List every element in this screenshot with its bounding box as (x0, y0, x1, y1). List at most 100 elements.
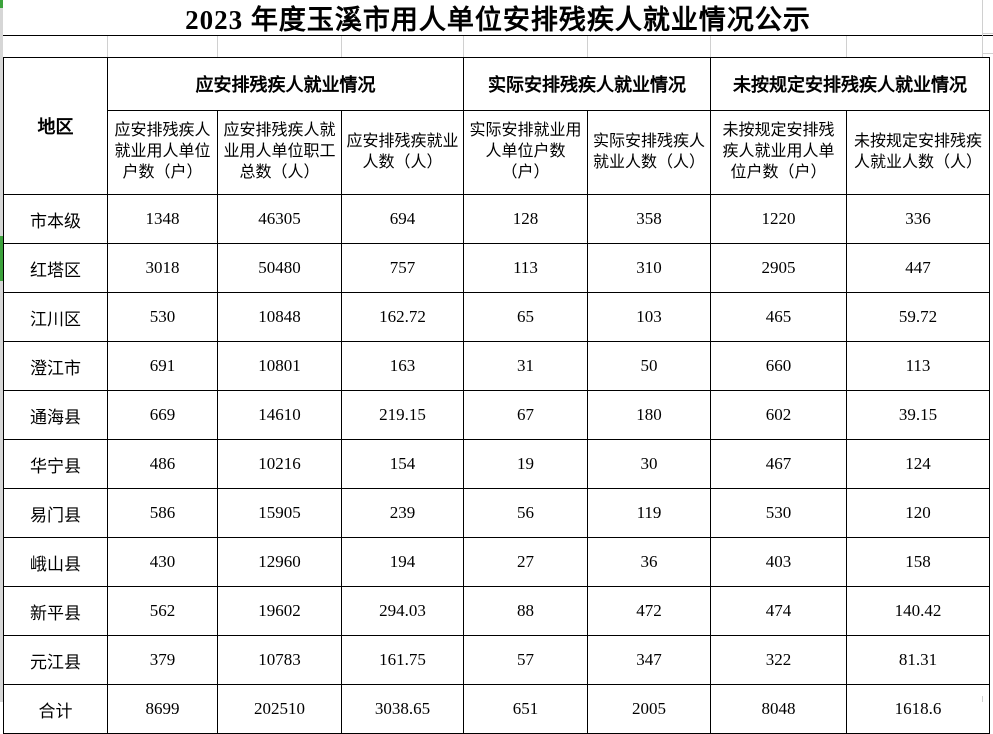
value-cell[interactable]: 530 (107, 292, 218, 342)
region-cell[interactable]: 江川区 (3, 292, 108, 342)
region-cell[interactable]: 元江县 (3, 635, 108, 685)
value-cell[interactable]: 14610 (217, 390, 342, 440)
value-cell[interactable]: 56 (463, 488, 588, 538)
region-cell[interactable]: 华宁县 (3, 439, 108, 489)
region-cell[interactable]: 峨山县 (3, 537, 108, 587)
value-cell[interactable]: 46305 (217, 194, 342, 244)
table-row: 元江县 379 10783 161.75 57 347 322 81.31 (3, 635, 990, 685)
group-header-actual[interactable]: 实际安排残疾人就业情况 (463, 57, 711, 111)
value-cell[interactable]: 140.42 (846, 586, 990, 636)
value-cell[interactable]: 19602 (217, 586, 342, 636)
value-cell[interactable]: 430 (107, 537, 218, 587)
value-cell[interactable]: 8048 (710, 684, 847, 734)
value-cell[interactable]: 403 (710, 537, 847, 587)
value-cell[interactable]: 3018 (107, 243, 218, 293)
value-cell[interactable]: 530 (710, 488, 847, 538)
value-cell[interactable]: 757 (341, 243, 464, 293)
value-cell[interactable]: 119 (587, 488, 711, 538)
value-cell[interactable]: 39.15 (846, 390, 990, 440)
region-cell[interactable]: 合计 (3, 684, 108, 734)
value-cell[interactable]: 113 (463, 243, 588, 293)
value-cell[interactable]: 2905 (710, 243, 847, 293)
value-cell[interactable]: 10783 (217, 635, 342, 685)
value-cell[interactable]: 465 (710, 292, 847, 342)
value-cell[interactable]: 586 (107, 488, 218, 538)
column-header-noncompliant-persons[interactable]: 未按规定安排残疾人就业人数（人） (846, 110, 990, 195)
column-header-required-persons[interactable]: 应安排残疾就业人数（人） (341, 110, 464, 195)
value-cell[interactable]: 36 (587, 537, 711, 587)
value-cell[interactable]: 180 (587, 390, 711, 440)
value-cell[interactable]: 128 (463, 194, 588, 244)
value-cell[interactable]: 310 (587, 243, 711, 293)
value-cell[interactable]: 31 (463, 341, 588, 391)
column-header-region[interactable]: 地区 (3, 57, 108, 195)
value-cell[interactable]: 1348 (107, 194, 218, 244)
value-cell[interactable]: 336 (846, 194, 990, 244)
column-header-actual-persons[interactable]: 实际安排残疾人就业人数（人） (587, 110, 711, 195)
column-header-required-staff-total[interactable]: 应安排残疾人就业用人单位职工总数（人） (217, 110, 342, 195)
region-cell[interactable]: 新平县 (3, 586, 108, 636)
column-header-noncompliant-units[interactable]: 未按规定安排残疾人就业用人单位户数（户） (710, 110, 847, 195)
group-header-noncompliant[interactable]: 未按规定安排残疾人就业情况 (710, 57, 990, 111)
value-cell[interactable]: 162.72 (341, 292, 464, 342)
value-cell[interactable]: 158 (846, 537, 990, 587)
value-cell[interactable]: 2005 (587, 684, 711, 734)
region-cell[interactable]: 市本级 (3, 194, 108, 244)
value-cell[interactable]: 113 (846, 341, 990, 391)
value-cell[interactable]: 1220 (710, 194, 847, 244)
value-cell[interactable]: 10848 (217, 292, 342, 342)
value-cell[interactable]: 8699 (107, 684, 218, 734)
value-cell[interactable]: 472 (587, 586, 711, 636)
value-cell[interactable]: 57 (463, 635, 588, 685)
value-cell[interactable]: 10801 (217, 341, 342, 391)
column-header-required-units[interactable]: 应安排残疾人就业用人单位户数（户） (107, 110, 218, 195)
value-cell[interactable]: 194 (341, 537, 464, 587)
value-cell[interactable]: 219.15 (341, 390, 464, 440)
value-cell[interactable]: 19 (463, 439, 588, 489)
value-cell[interactable]: 691 (107, 341, 218, 391)
region-cell[interactable]: 易门县 (3, 488, 108, 538)
value-cell[interactable]: 1618.6 (846, 684, 990, 734)
value-cell[interactable]: 474 (710, 586, 847, 636)
value-cell[interactable]: 358 (587, 194, 711, 244)
value-cell[interactable]: 202510 (217, 684, 342, 734)
value-cell[interactable]: 294.03 (341, 586, 464, 636)
column-header-actual-units[interactable]: 实际安排就业用人单位户数（户） (463, 110, 588, 195)
value-cell[interactable]: 103 (587, 292, 711, 342)
value-cell[interactable]: 27 (463, 537, 588, 587)
value-cell[interactable]: 161.75 (341, 635, 464, 685)
value-cell[interactable]: 15905 (217, 488, 342, 538)
value-cell[interactable]: 67 (463, 390, 588, 440)
value-cell[interactable]: 486 (107, 439, 218, 489)
value-cell[interactable]: 602 (710, 390, 847, 440)
region-cell[interactable]: 红塔区 (3, 243, 108, 293)
region-cell[interactable]: 通海县 (3, 390, 108, 440)
value-cell[interactable]: 65 (463, 292, 588, 342)
value-cell[interactable]: 467 (710, 439, 847, 489)
value-cell[interactable]: 562 (107, 586, 218, 636)
region-cell[interactable]: 澄江市 (3, 341, 108, 391)
value-cell[interactable]: 12960 (217, 537, 342, 587)
value-cell[interactable]: 239 (341, 488, 464, 538)
value-cell[interactable]: 379 (107, 635, 218, 685)
value-cell[interactable]: 88 (463, 586, 588, 636)
value-cell[interactable]: 660 (710, 341, 847, 391)
value-cell[interactable]: 154 (341, 439, 464, 489)
value-cell[interactable]: 50480 (217, 243, 342, 293)
value-cell[interactable]: 30 (587, 439, 711, 489)
value-cell[interactable]: 10216 (217, 439, 342, 489)
value-cell[interactable]: 124 (846, 439, 990, 489)
value-cell[interactable]: 163 (341, 341, 464, 391)
value-cell[interactable]: 59.72 (846, 292, 990, 342)
value-cell[interactable]: 347 (587, 635, 711, 685)
value-cell[interactable]: 694 (341, 194, 464, 244)
value-cell[interactable]: 447 (846, 243, 990, 293)
value-cell[interactable]: 50 (587, 341, 711, 391)
value-cell[interactable]: 3038.65 (341, 684, 464, 734)
value-cell[interactable]: 651 (463, 684, 588, 734)
value-cell[interactable]: 322 (710, 635, 847, 685)
value-cell[interactable]: 669 (107, 390, 218, 440)
group-header-required[interactable]: 应安排残疾人就业情况 (107, 57, 464, 111)
value-cell[interactable]: 81.31 (846, 635, 990, 685)
value-cell[interactable]: 120 (846, 488, 990, 538)
